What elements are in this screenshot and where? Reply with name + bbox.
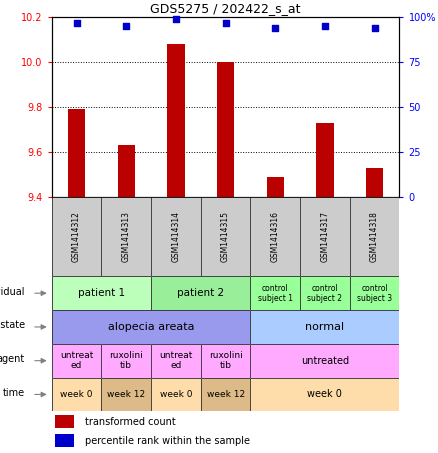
Bar <box>167 44 184 453</box>
Point <box>272 24 279 32</box>
Text: patient 2: patient 2 <box>177 288 224 298</box>
Bar <box>55 415 74 429</box>
Bar <box>366 168 383 453</box>
Text: untreat
ed: untreat ed <box>159 352 193 370</box>
Text: control
subject 3: control subject 3 <box>357 284 392 303</box>
Text: normal: normal <box>305 322 345 332</box>
Bar <box>217 62 234 453</box>
Point <box>222 19 229 26</box>
Text: alopecia areata: alopecia areata <box>108 322 194 332</box>
Point <box>123 23 130 30</box>
Bar <box>68 109 85 453</box>
Text: GSM1414314: GSM1414314 <box>171 211 180 262</box>
Text: GSM1414316: GSM1414316 <box>271 211 280 262</box>
Text: control
subject 2: control subject 2 <box>307 284 343 303</box>
Text: agent: agent <box>0 354 25 364</box>
Text: time: time <box>3 388 25 398</box>
Text: patient 1: patient 1 <box>78 288 125 298</box>
Text: individual: individual <box>0 286 25 297</box>
Text: GSM1414312: GSM1414312 <box>72 211 81 262</box>
Text: control
subject 1: control subject 1 <box>258 284 293 303</box>
Text: GSM1414317: GSM1414317 <box>321 211 329 262</box>
Text: week 12: week 12 <box>107 390 145 399</box>
Text: untreat
ed: untreat ed <box>60 352 93 370</box>
Text: week 12: week 12 <box>206 390 245 399</box>
Text: percentile rank within the sample: percentile rank within the sample <box>85 436 250 446</box>
Point <box>173 15 180 23</box>
Text: transformed count: transformed count <box>85 417 176 427</box>
Bar <box>55 434 74 448</box>
Text: week 0: week 0 <box>159 390 192 399</box>
Text: ruxolini
tib: ruxolini tib <box>208 352 243 370</box>
Bar <box>117 145 135 453</box>
Text: GSM1414313: GSM1414313 <box>122 211 131 262</box>
Text: disease state: disease state <box>0 320 25 330</box>
Title: GDS5275 / 202422_s_at: GDS5275 / 202422_s_at <box>150 2 301 14</box>
Text: week 0: week 0 <box>60 390 93 399</box>
Text: GSM1414315: GSM1414315 <box>221 211 230 262</box>
Point <box>73 19 80 26</box>
Text: untreated: untreated <box>301 356 349 366</box>
Point <box>371 24 378 32</box>
Text: ruxolini
tib: ruxolini tib <box>110 352 143 370</box>
Bar <box>267 177 284 453</box>
Point <box>321 23 328 30</box>
Text: GSM1414318: GSM1414318 <box>370 211 379 262</box>
Bar <box>316 123 334 453</box>
Text: week 0: week 0 <box>307 390 343 400</box>
